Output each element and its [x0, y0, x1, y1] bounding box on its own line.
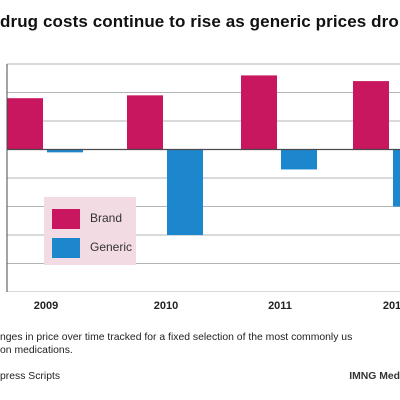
legend-swatch-brand [52, 209, 80, 229]
bar-brand-2011 [241, 75, 277, 150]
footnote-line-2: on medications. [0, 345, 73, 356]
bar-generic-201 [393, 149, 400, 207]
footnote: nges in price over time tracked for a fi… [0, 331, 400, 357]
legend-swatch-generic [52, 238, 80, 258]
x-tick-label-2009: 2009 [33, 300, 59, 312]
legend-label-brand: Brand [90, 211, 123, 225]
x-tick-label-2011: 2011 [268, 300, 292, 312]
x-tick-label-2010: 2010 [153, 300, 179, 312]
credit-text: IMNG Med [349, 371, 400, 382]
bar-generic-2009 [47, 149, 83, 153]
axes [6, 64, 400, 292]
bar-generic-2010 [167, 149, 203, 235]
chart-title: drug costs continue to rise as generic p… [0, 12, 400, 31]
legend: Brand Generic [44, 197, 136, 265]
bar-brand-2009 [7, 98, 43, 150]
bar-brand-2010 [127, 95, 163, 150]
legend-label-generic: Generic [90, 240, 133, 254]
x-tick-label-201: 201 [382, 300, 400, 312]
x-axis-labels: 2009 2010 2011 201 [0, 300, 400, 320]
bars [7, 75, 400, 235]
source-text: press Scripts [0, 371, 61, 382]
footnote-line-1: nges in price over time tracked for a fi… [0, 332, 353, 343]
bar-brand-201 [353, 81, 389, 150]
bar-generic-2011 [281, 149, 317, 170]
